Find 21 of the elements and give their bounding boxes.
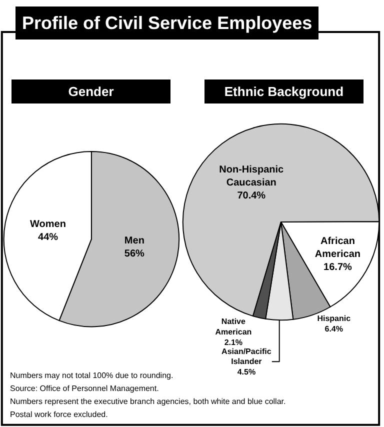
data-label: 6.4% [324, 324, 343, 334]
slice-label: Men [124, 235, 144, 246]
chart-title: Ethnic Background [224, 84, 344, 99]
slice-label: African American [314, 236, 361, 260]
data-label: 2.1% [224, 338, 243, 347]
slice-label: Hispanic [317, 314, 352, 324]
slice-label: Asian/Pacific Islander [222, 346, 272, 366]
data-label: 44% [38, 232, 58, 243]
data-label: 4.5% [237, 368, 256, 377]
data-label: 56% [124, 248, 145, 260]
text: Numbers may not total 100% due to rounding. [10, 371, 174, 380]
slice-label: Non-Hispanic Caucasian [219, 164, 284, 188]
text: Numbers represent the executive branch agencies, both white and blue collar. [10, 397, 286, 406]
slice-label: Women [30, 218, 66, 230]
slice-label: Native American [215, 316, 252, 336]
text: Postal work force excluded. [10, 410, 108, 419]
data-label: 16.7% [324, 262, 352, 274]
text: Profile of Civil Service Employees [22, 13, 312, 33]
source-note: Source: Office of Personnel Management. [10, 384, 159, 393]
data-label: 70.4% [237, 190, 266, 202]
chart-title: Gender [68, 84, 114, 99]
